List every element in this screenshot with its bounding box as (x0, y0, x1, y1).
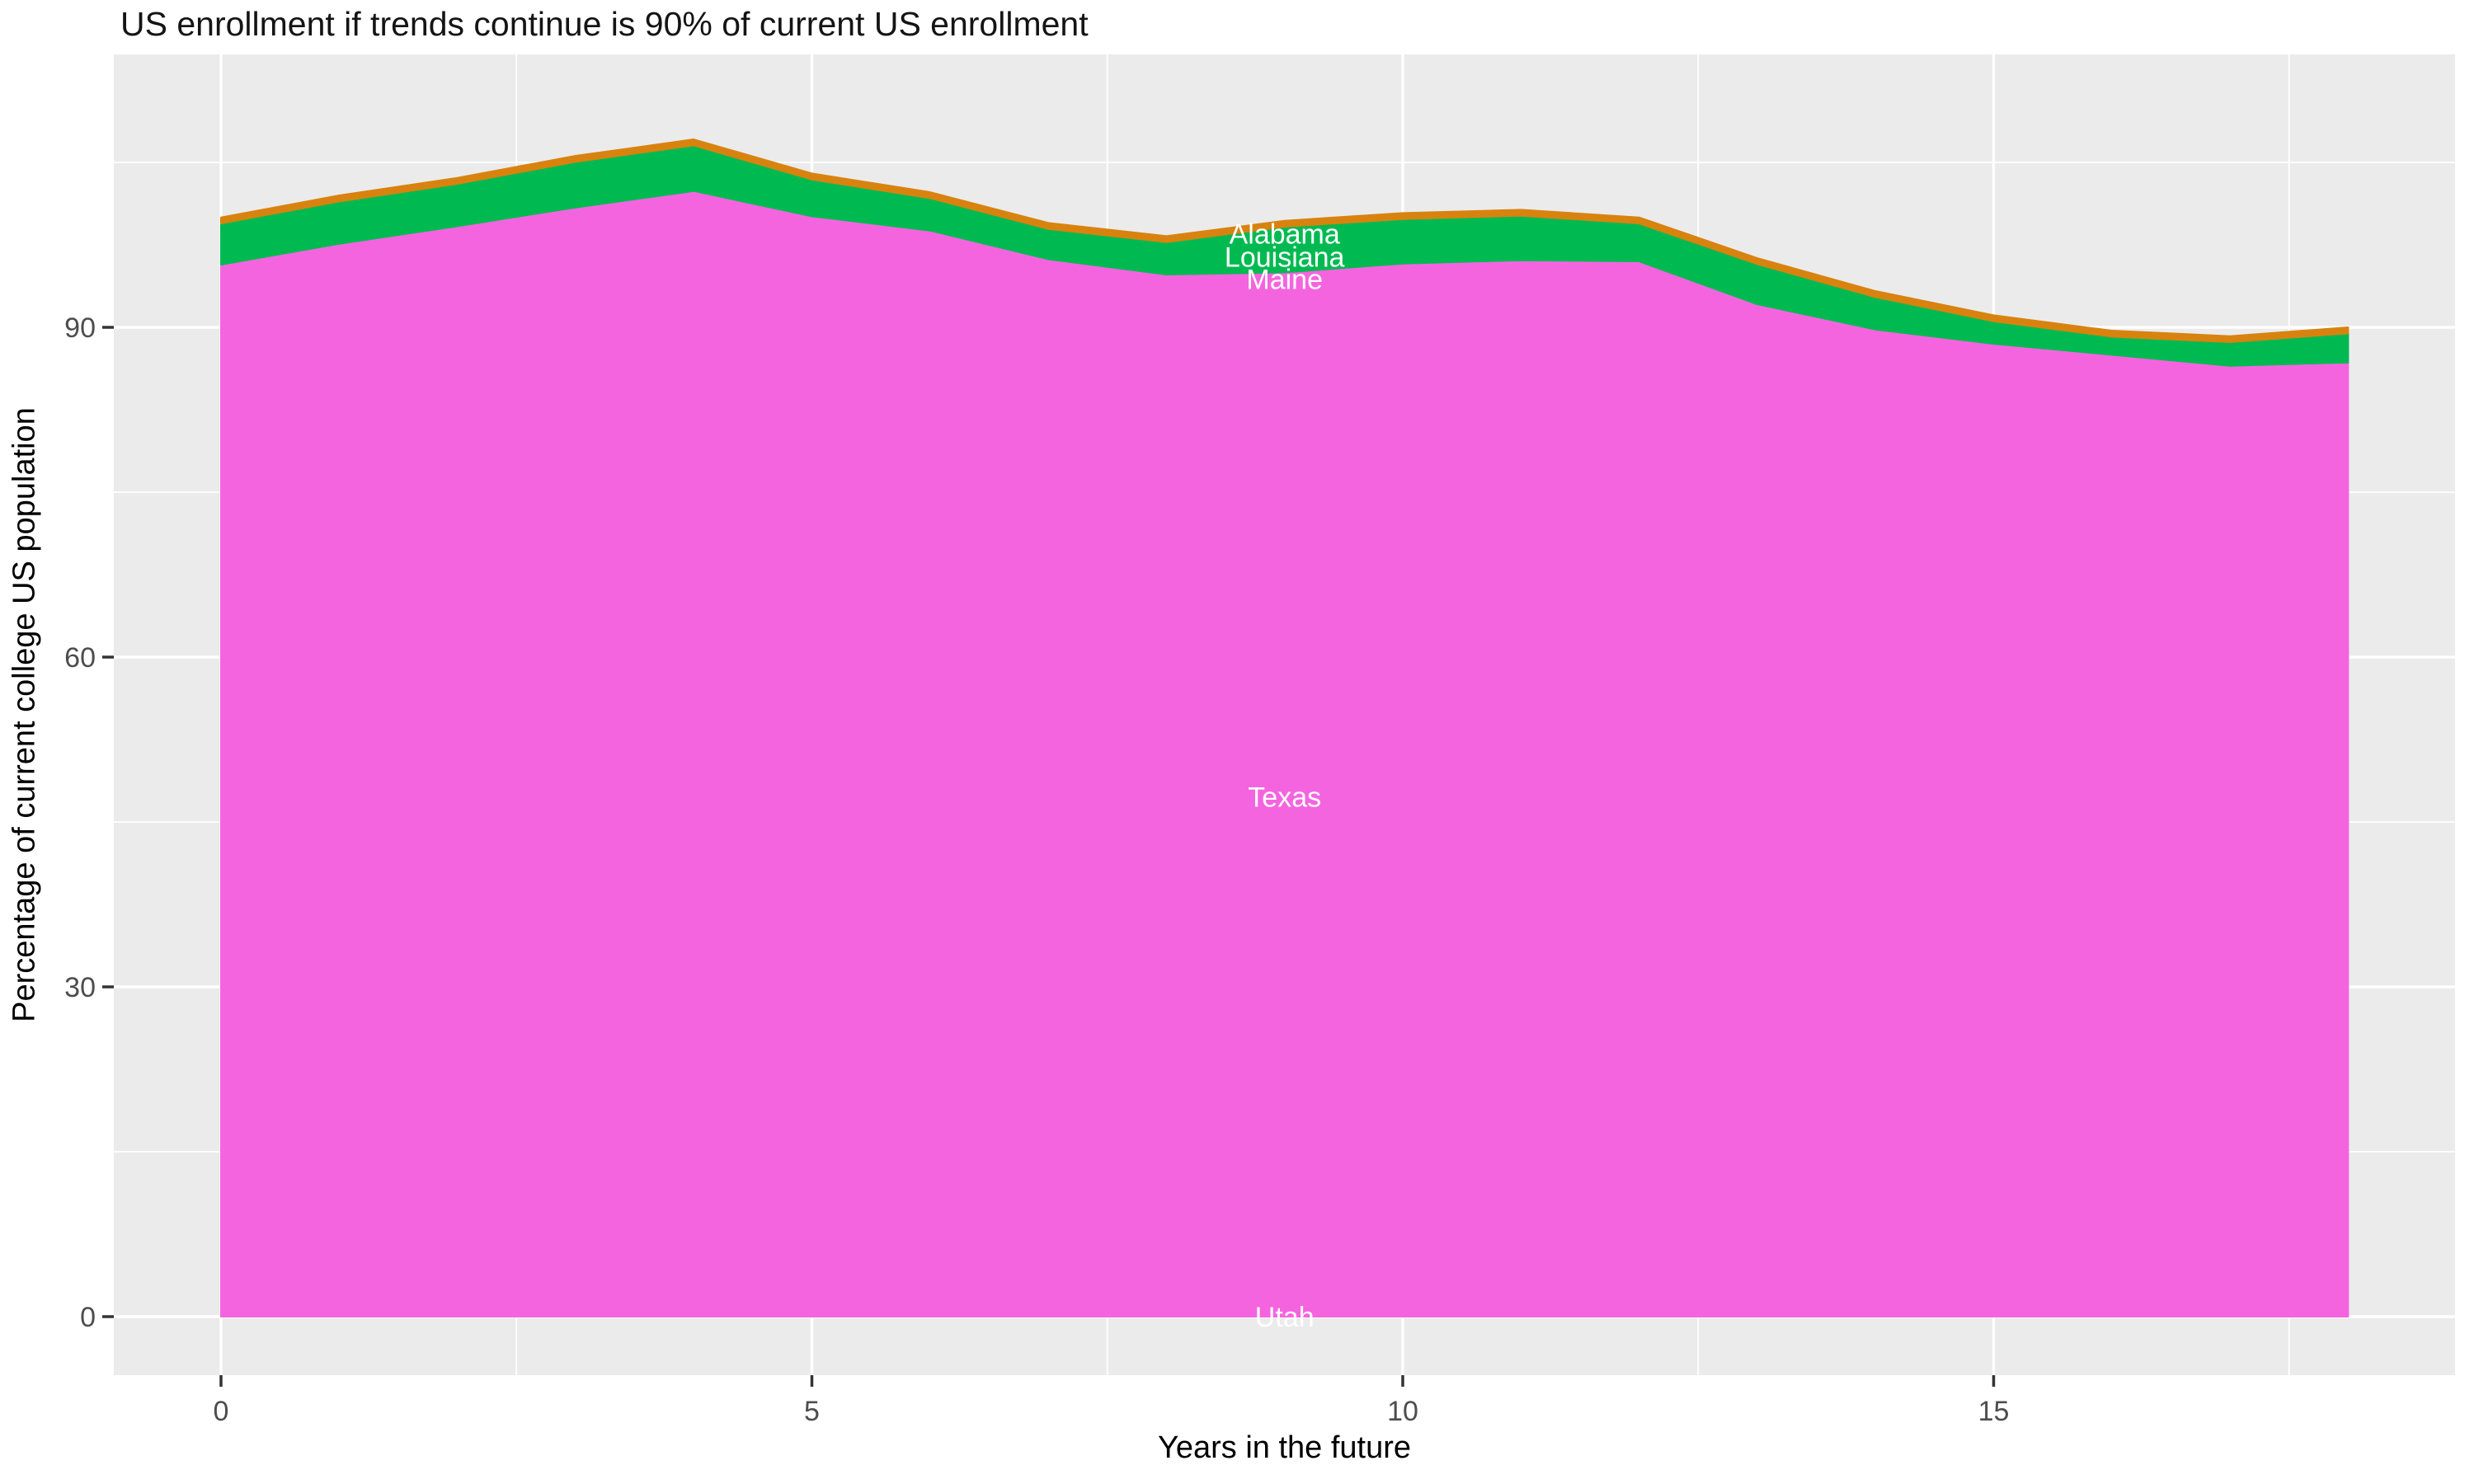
y-tick-label: 0 (80, 1302, 96, 1333)
annotation-texas: Texas (1248, 782, 1321, 813)
x-tick-label: 0 (214, 1396, 229, 1427)
area-alabama (220, 139, 2349, 344)
x-tick-label: 10 (1387, 1396, 1418, 1427)
chart-title: US enrollment if trends continue is 90% … (120, 5, 1089, 43)
area-texas (220, 190, 2349, 1317)
x-tick-label: 15 (1978, 1396, 2010, 1427)
annotation-alabama: Alabama (1230, 219, 1340, 251)
x-tick-label: 5 (804, 1396, 820, 1427)
annotation-maine: Maine (1246, 264, 1323, 295)
annotation-louisiana: Louisiana (1225, 242, 1345, 274)
y-tick-label: 30 (64, 972, 96, 1003)
x-axis-title: Years in the future (1157, 1430, 1412, 1465)
y-tick-label: 60 (64, 642, 96, 674)
annotation-utah: Utah (1255, 1302, 1315, 1333)
y-tick-label: 90 (64, 312, 96, 344)
